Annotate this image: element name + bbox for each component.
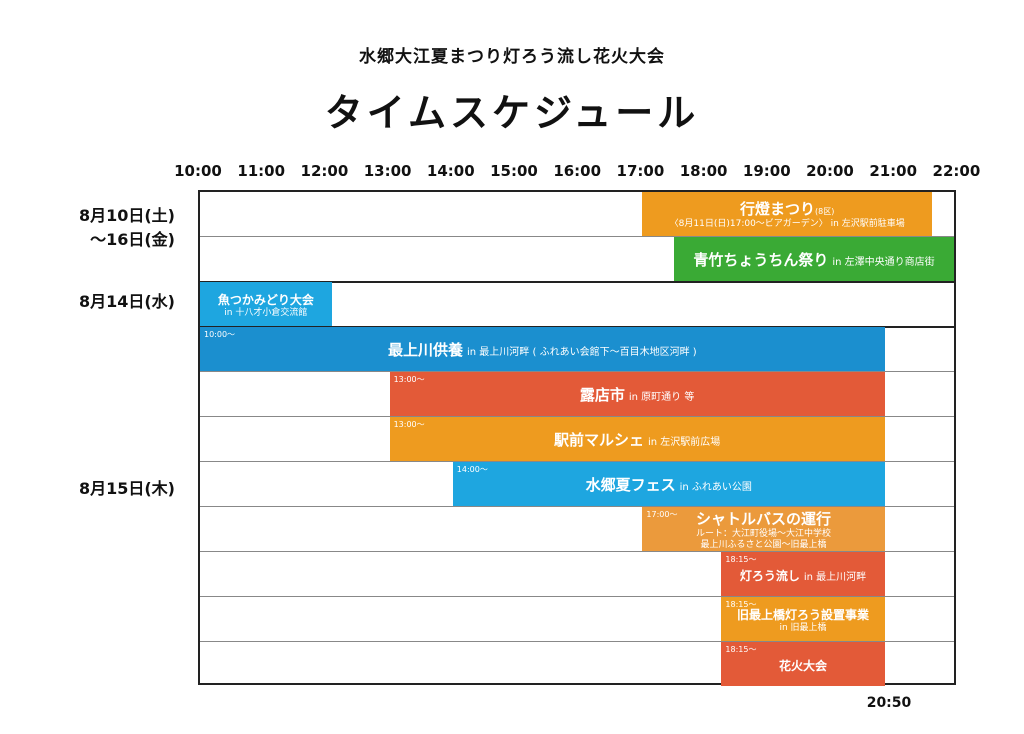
- time-tick-label: 17:00: [616, 162, 665, 180]
- event-detail: 〈8月11日(日)17:00～ビアガーデン〉 in 左沢駅前駐車場: [669, 219, 905, 229]
- event-location: in 左沢駅前広場: [647, 436, 721, 448]
- row-divider: [200, 416, 954, 417]
- event-location: in 左澤中央通り商店街: [832, 256, 935, 268]
- event-detail: 最上川ふるさと公園～旧最上橋: [700, 539, 827, 550]
- event-tag: (8区): [815, 207, 835, 216]
- time-tick-label: 21:00: [869, 162, 918, 180]
- time-tick-label: 10:00: [174, 162, 222, 180]
- row-divider: [200, 461, 954, 462]
- row-divider: [200, 281, 954, 283]
- time-tick-label: 13:00: [363, 162, 412, 180]
- time-tick-label: 16:00: [553, 162, 602, 180]
- event-bar: 10:00～ 最上川供養 in 最上川河畔 ( ふれあい会館下～百目木地区河畔 ): [200, 327, 885, 371]
- row-divider: [200, 551, 954, 552]
- event-name: 駅前マルシェ: [553, 430, 644, 449]
- event-start-time: 18:15～: [725, 600, 757, 609]
- page-subtitle: 水郷大江夏まつり灯ろう流し花火大会: [359, 47, 665, 67]
- event-location: in 最上川河畔: [803, 571, 867, 583]
- time-tick-label: 19:00: [742, 162, 791, 180]
- event-bar: 14:00～ 水郷夏フェス in ふれあい公園: [452, 462, 885, 506]
- event-name: シャトルバスの運行: [696, 509, 832, 528]
- date-label: 8月15日(木): [78, 478, 175, 498]
- date-label: 8月10日(土) ～16日(金): [78, 206, 175, 249]
- event-name: 青竹ちょうちん祭り: [693, 250, 829, 269]
- event-start-time: 18:15～: [725, 555, 757, 564]
- event-detail: in 旧最上橋: [779, 623, 827, 633]
- event-location: in ふれあい公園: [679, 481, 752, 493]
- end-time-label: 20:50: [866, 695, 912, 711]
- time-tick-label: 22:00: [932, 162, 981, 180]
- date-label: 8月14日(水): [78, 292, 175, 311]
- event-bar: 18:15～ 花火大会: [721, 642, 885, 686]
- time-tick-label: 15:00: [490, 162, 538, 180]
- event-bar: 青竹ちょうちん祭り in 左澤中央通り商店街: [674, 237, 954, 281]
- event-name: 旧最上橋灯ろう設置事業: [737, 608, 870, 622]
- event-bar: 13:00～ 駅前マルシェ in 左沢駅前広場: [389, 417, 885, 461]
- time-tick-label: 20:00: [806, 162, 854, 180]
- event-bar: 18:15～ 旧最上橋灯ろう設置事業 in 旧最上橋: [721, 597, 885, 641]
- event-start-time: 10:00～: [204, 330, 236, 339]
- event-start-time: 13:00～: [393, 375, 425, 384]
- event-detail: in 十八才小倉交流館: [224, 308, 308, 318]
- event-name: 水郷夏フェス: [585, 475, 676, 494]
- time-tick-label: 12:00: [300, 162, 349, 180]
- event-start-time: 18:15～: [725, 645, 757, 654]
- row-divider: [200, 371, 954, 372]
- row-divider: [200, 236, 954, 237]
- event-bar: 17:00～ シャトルバスの運行 ルート：大江町役場～大江中学校 最上川ふるさと公園～…: [642, 507, 885, 551]
- event-bar: 魚つかみどり大会 in 十八才小倉交流館: [200, 282, 332, 326]
- time-tick-label: 14:00: [426, 162, 475, 180]
- page-title: タイムスケジュール: [324, 91, 700, 135]
- event-name: 最上川供養: [388, 340, 464, 359]
- event-start-time: 13:00～: [393, 420, 425, 429]
- event-name: 灯ろう流し: [739, 568, 800, 583]
- row-divider: [200, 641, 954, 642]
- time-tick-label: 11:00: [237, 162, 286, 180]
- event-location: in 原町通り 等: [628, 391, 695, 403]
- event-start-time: 14:00～: [456, 465, 488, 474]
- row-divider: [200, 506, 954, 507]
- event-bar: 13:00～ 露店市 in 原町通り 等: [389, 372, 885, 416]
- event-start-time: 17:00～: [646, 510, 678, 519]
- row-divider: [200, 596, 954, 597]
- event-bar: 行燈まつり(8区) 〈8月11日(日)17:00～ビアガーデン〉 in 左沢駅前駐…: [642, 192, 933, 236]
- schedule-grid: 行燈まつり(8区) 〈8月11日(日)17:00～ビアガーデン〉 in 左沢駅前駐…: [198, 190, 956, 686]
- event-name: 露店市: [579, 385, 625, 404]
- time-tick-label: 18:00: [679, 162, 728, 180]
- event-name: 花火大会: [779, 658, 828, 673]
- event-detail: ルート：大江町役場～大江中学校: [696, 528, 832, 539]
- event-name: 魚つかみどり大会: [217, 293, 314, 307]
- event-name: 行燈まつり: [740, 200, 816, 218]
- event-location: in 最上川河畔 ( ふれあい会館下～百目木地区河畔 ): [467, 346, 697, 358]
- event-bar: 18:15～ 灯ろう流し in 最上川河畔: [721, 552, 885, 596]
